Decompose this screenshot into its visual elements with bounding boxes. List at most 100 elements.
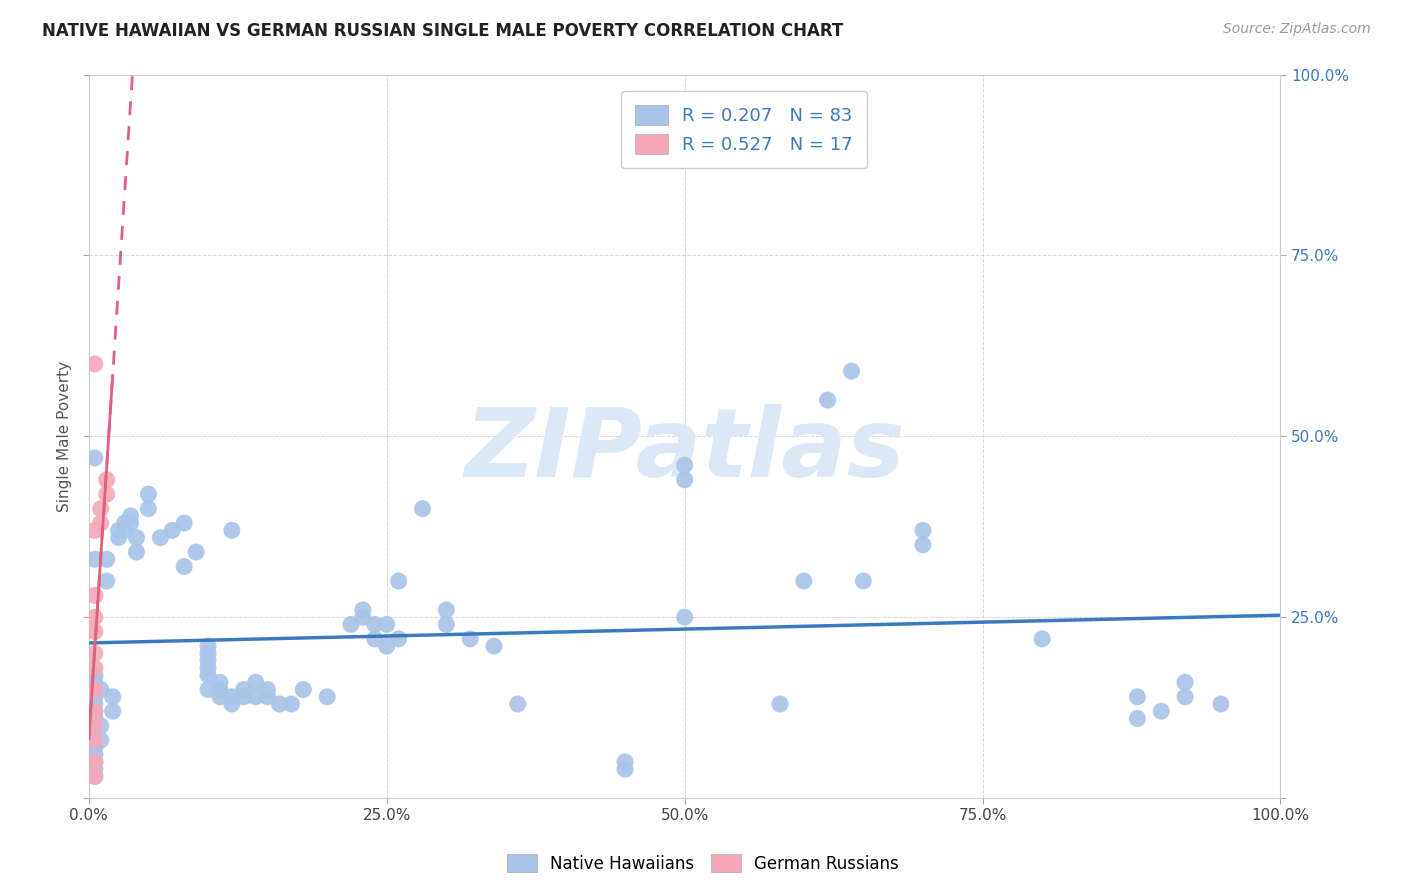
Point <box>83 719 105 733</box>
Point <box>138 487 160 501</box>
Point <box>316 690 339 704</box>
Point <box>208 690 231 704</box>
Point <box>852 574 875 588</box>
Point <box>83 552 105 566</box>
Point <box>83 747 105 762</box>
Point <box>197 668 219 682</box>
Point <box>245 675 267 690</box>
Point <box>1209 697 1232 711</box>
Point <box>673 473 696 487</box>
Point <box>673 458 696 473</box>
Point <box>120 516 142 530</box>
Point <box>1150 704 1173 718</box>
Y-axis label: Single Male Poverty: Single Male Poverty <box>58 360 72 512</box>
Point <box>83 733 105 747</box>
Point <box>614 755 637 769</box>
Text: Source: ZipAtlas.com: Source: ZipAtlas.com <box>1223 22 1371 37</box>
Point <box>434 603 457 617</box>
Point <box>197 639 219 653</box>
Point <box>269 697 291 711</box>
Point <box>83 704 105 718</box>
Point <box>96 574 118 588</box>
Point <box>101 690 124 704</box>
Point <box>388 632 411 646</box>
Point <box>364 617 387 632</box>
Point <box>83 589 105 603</box>
Point <box>83 755 105 769</box>
Point <box>90 516 112 530</box>
Point <box>173 559 195 574</box>
Point <box>96 487 118 501</box>
Point <box>83 668 105 682</box>
Point <box>101 704 124 718</box>
Point <box>221 697 243 711</box>
Point <box>232 690 254 704</box>
Point <box>292 682 315 697</box>
Point <box>83 769 105 783</box>
Point <box>96 473 118 487</box>
Point <box>197 646 219 660</box>
Point <box>149 531 172 545</box>
Point <box>280 697 302 711</box>
Point <box>208 675 231 690</box>
Point <box>83 769 105 783</box>
Point <box>83 711 105 725</box>
Point <box>173 516 195 530</box>
Point <box>83 740 105 755</box>
Point <box>1174 675 1197 690</box>
Point <box>83 357 105 371</box>
Point <box>114 516 136 530</box>
Point <box>245 690 267 704</box>
Point <box>197 661 219 675</box>
Point <box>107 531 129 545</box>
Point <box>83 755 105 769</box>
Point <box>911 524 934 538</box>
Point <box>162 524 184 538</box>
Point <box>138 501 160 516</box>
Point <box>221 690 243 704</box>
Point <box>769 697 792 711</box>
Point <box>1174 690 1197 704</box>
Point <box>458 632 481 646</box>
Point <box>232 682 254 697</box>
Point <box>673 610 696 624</box>
Point <box>83 726 105 740</box>
Point <box>83 762 105 776</box>
Point <box>352 610 374 624</box>
Point <box>83 450 105 465</box>
Point <box>125 531 148 545</box>
Point <box>221 524 243 538</box>
Point <box>83 524 105 538</box>
Point <box>434 617 457 632</box>
Point <box>114 524 136 538</box>
Point <box>83 704 105 718</box>
Point <box>83 682 105 697</box>
Point <box>1031 632 1053 646</box>
Point <box>1126 690 1149 704</box>
Point <box>83 610 105 624</box>
Point <box>90 682 112 697</box>
Point <box>83 624 105 639</box>
Point <box>793 574 815 588</box>
Point <box>90 733 112 747</box>
Point <box>614 762 637 776</box>
Point <box>83 697 105 711</box>
Point <box>83 675 105 690</box>
Point <box>364 632 387 646</box>
Point <box>208 682 231 697</box>
Point <box>197 682 219 697</box>
Point <box>256 682 278 697</box>
Point <box>125 545 148 559</box>
Point <box>817 393 839 408</box>
Point <box>83 646 105 660</box>
Point <box>482 639 505 653</box>
Point <box>1126 711 1149 725</box>
Point <box>184 545 207 559</box>
Point <box>83 690 105 704</box>
Point <box>107 524 129 538</box>
Point <box>352 603 374 617</box>
Legend: R = 0.207   N = 83, R = 0.527   N = 17: R = 0.207 N = 83, R = 0.527 N = 17 <box>621 91 868 169</box>
Point <box>197 654 219 668</box>
Point <box>506 697 529 711</box>
Point <box>83 682 105 697</box>
